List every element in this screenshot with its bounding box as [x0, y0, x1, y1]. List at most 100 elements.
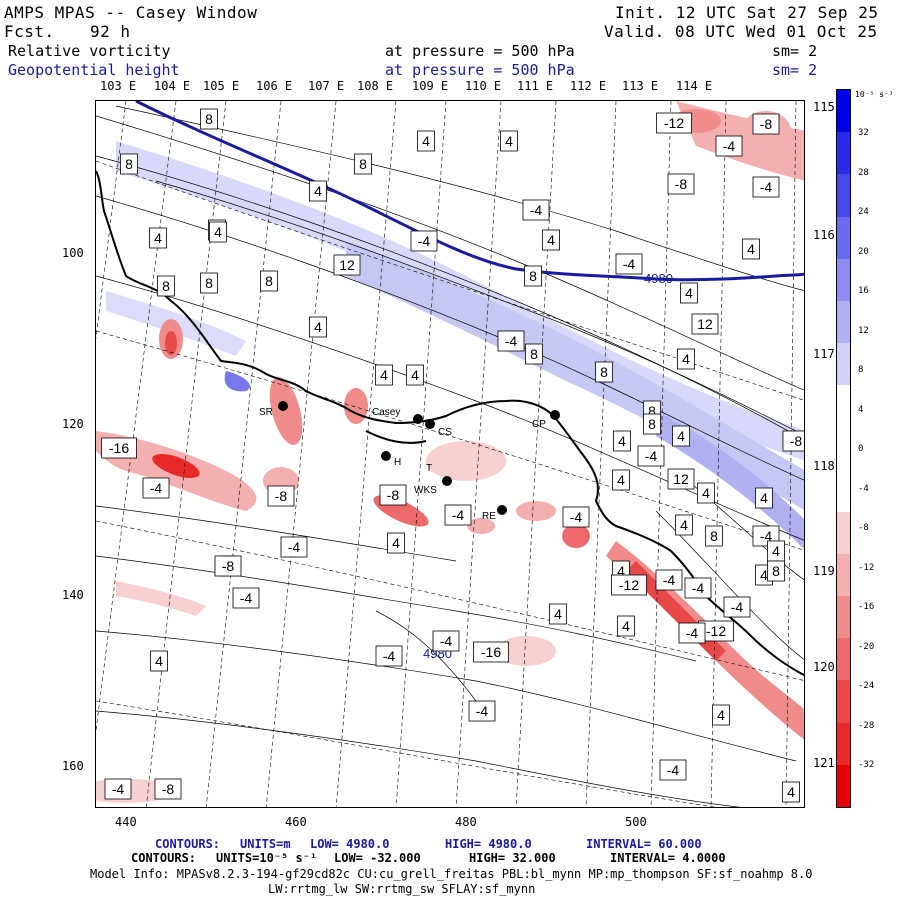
vorticity-label-text: 4: [617, 563, 625, 579]
lat-lon-grid: [96, 101, 804, 807]
vorticity-label: -4: [522, 199, 550, 221]
field2-level: at pressure = 500 hPa: [385, 61, 575, 79]
colorbar-tick-label: 32: [858, 128, 869, 138]
y-tick-label: 120: [62, 417, 84, 431]
station-sr[interactable]: [278, 401, 288, 411]
colorbar-units: 10⁻⁵ s⁻¹: [855, 90, 894, 99]
model-info-line2: LW:rrtmg_lw SW:rrtmg_sw SFLAY:sf_mynn: [268, 882, 536, 896]
vorticity-label-text: 4: [787, 784, 795, 800]
station-markers[interactable]: [278, 401, 560, 515]
station-wks[interactable]: [442, 476, 452, 486]
vorticity-label: -12: [611, 574, 647, 596]
vorticity-label: 4: [782, 781, 800, 803]
longitude-label-top: 110 E: [465, 79, 502, 93]
vorticity-label: -8: [267, 485, 295, 507]
vorticity-label-text: 4: [682, 351, 690, 367]
vorticity-label: -4: [410, 230, 438, 252]
station-casey[interactable]: [413, 414, 423, 424]
vorticity-label: 4: [375, 364, 393, 386]
vorticity-label: -4: [684, 577, 712, 599]
colorbar-swatch: [837, 638, 850, 681]
station-h[interactable]: [381, 451, 391, 461]
vorticity-label-text: -4: [623, 256, 636, 272]
colorbar-tick-label: -28: [858, 720, 875, 731]
station-label: CP: [532, 419, 546, 430]
vorticity-label: 4: [309, 180, 327, 202]
vorticity-label: 4: [406, 364, 424, 386]
vorticity-label-text: -4: [686, 625, 699, 641]
colorbar-swatch: [837, 511, 850, 555]
vorticity-label-text: 8: [205, 275, 213, 291]
colorbar: [836, 89, 851, 808]
vorticity-label: 4: [677, 348, 695, 370]
colorbar-tick-label: 24: [858, 207, 869, 217]
vorticity-label-text: 4: [392, 535, 400, 551]
vorticity-label: 4: [767, 540, 785, 562]
vorticity-label-text: 4: [622, 618, 630, 634]
vorticity-label-text: 8: [529, 268, 537, 284]
vorticity-contour-labels: 884844-4844-12-8-4-8-44-44484812-484-412…: [101, 108, 804, 803]
vorticity-label-text: -4: [240, 590, 253, 606]
vorticity-label: 8: [200, 272, 218, 294]
vorticity-label: 4: [680, 282, 698, 304]
vorticity-label: -4: [723, 596, 751, 618]
geopotential-4980-contour[interactable]: [135, 101, 805, 282]
vorticity-label: 8: [525, 343, 543, 365]
colorbar-swatch: [837, 553, 850, 597]
longitude-label-top: 112 E: [570, 79, 607, 93]
vorticity-label: -8: [752, 113, 780, 135]
station-label: H: [394, 457, 401, 468]
colorbar-swatch: [837, 596, 850, 639]
vorticity-label: 4: [613, 430, 631, 452]
station-re[interactable]: [497, 505, 507, 515]
model-info: Model Info: MPASv8.2.3-194-gf29cd82c CU:…: [90, 867, 813, 881]
vorticity-label-text: 12: [339, 257, 355, 273]
station-label: CS: [438, 427, 452, 438]
vorticity-label: -8: [379, 484, 407, 506]
vorticity-label-text: -8: [222, 558, 235, 574]
colorbar-tick-label: 0: [858, 444, 864, 454]
footer-contours-label-2: CONTOURS:: [131, 851, 197, 865]
vorticity-label: 4: [617, 615, 635, 637]
vorticity-label: 8: [157, 275, 175, 297]
y-tick-label: 140: [62, 588, 84, 602]
field2-smoothing: sm= 2: [772, 61, 818, 79]
station-label: SR: [259, 407, 273, 418]
vorticity-label: 8: [260, 270, 278, 292]
colorbar-swatch: [837, 258, 850, 302]
station-cs[interactable]: [425, 419, 435, 429]
vorticity-label: -12: [656, 112, 692, 134]
vorticity-label-text: 4: [314, 183, 322, 199]
vorticity-label-text: 4: [422, 133, 430, 149]
vorticity-label: -4: [615, 253, 643, 275]
colorbar-tick-label: 8: [858, 365, 864, 375]
x-tick-label: 460: [285, 815, 307, 829]
vorticity-label: -4: [375, 645, 403, 667]
y-tick-label: 160: [62, 759, 84, 773]
height-contour-label: 4980: [644, 271, 673, 286]
vorticity-label: 4: [672, 425, 690, 447]
station-cp[interactable]: [550, 410, 560, 420]
vorticity-label-text: -4: [476, 703, 489, 719]
vorticity-label: -4: [232, 587, 260, 609]
vorticity-label: -4: [280, 536, 308, 558]
vorticity-label-text: 4: [411, 367, 419, 383]
vorticity-label-text: -4: [723, 138, 736, 154]
longitude-label-top: 107 E: [308, 79, 345, 93]
longitude-label-top: 113 E: [622, 79, 659, 93]
footer-contours-label-1: CONTOURS:: [155, 837, 221, 851]
coastline: [96, 170, 804, 677]
vorticity-label: -8: [782, 430, 804, 452]
forecast-label: Fcst.: [4, 22, 55, 41]
vorticity-label: 4: [549, 603, 567, 625]
vorticity-label: -12: [698, 620, 734, 642]
colorbar-swatch: [837, 174, 850, 218]
vorticity-label-text: -4: [383, 648, 396, 664]
vorticity-label: -8: [154, 778, 182, 800]
longitude-label-top: 111 E: [517, 79, 554, 93]
vorticity-label-text: -4: [505, 333, 518, 349]
vorticity-label-text: 4: [747, 241, 755, 257]
vorticity-label-text: -12: [619, 577, 639, 593]
vorticity-label-text: 4: [717, 707, 725, 723]
